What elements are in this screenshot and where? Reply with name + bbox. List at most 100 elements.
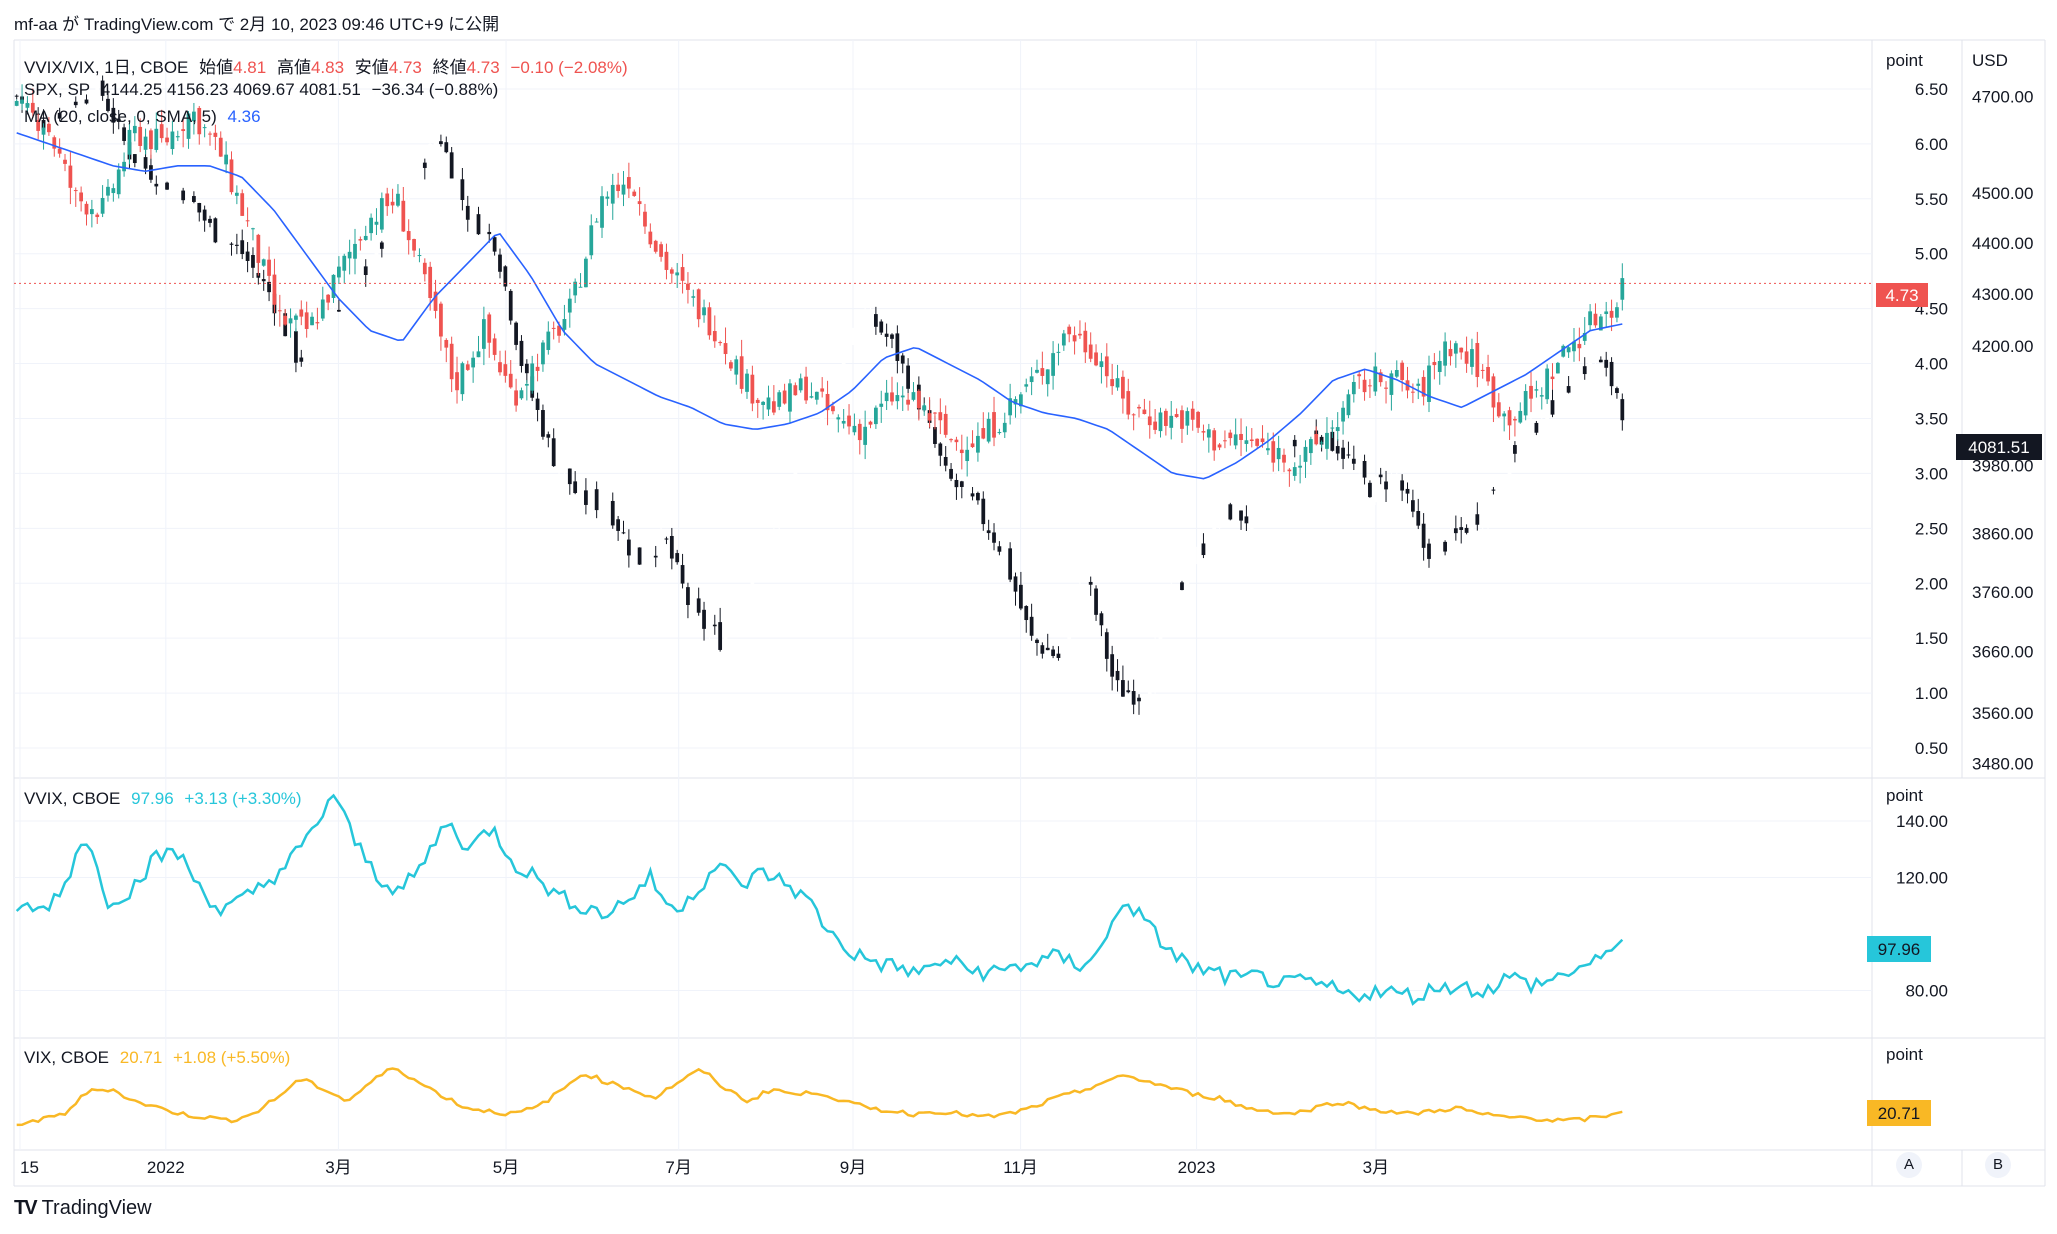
x-tick-label: 7月: [665, 1158, 691, 1177]
spx-candle-body: [261, 279, 266, 282]
right-tick-label: 4200.00: [1972, 337, 2033, 356]
spx-candle-body: [267, 281, 271, 293]
ratio-candle-body: [712, 331, 717, 342]
ratio-candle-body: [1271, 441, 1276, 463]
ratio-candle-body: [621, 184, 626, 195]
spx-candle-body: [111, 107, 116, 123]
vix-symbol[interactable]: VIX, CBOE: [24, 1048, 110, 1067]
spx-candle-body: [546, 434, 551, 438]
spx-candle-body: [594, 489, 599, 511]
ratio-candle-body: [584, 258, 588, 288]
spx-candle-body: [326, 318, 331, 329]
vvix-pane: [15, 793, 1624, 1006]
spx-candle-body: [95, 84, 100, 106]
right-tick-label: 3660.00: [1972, 643, 2033, 662]
spx-candle-body: [610, 500, 615, 526]
svg-text:4081.51: 4081.51: [1968, 438, 2029, 457]
vvix-change: +3.13 (+3.30%): [184, 789, 302, 808]
spx-candle-body: [1459, 527, 1464, 530]
spx-candle-body: [567, 468, 572, 485]
spx-candle-body: [14, 95, 19, 97]
spx-candle-body: [1153, 647, 1158, 693]
left-tick-label: 6.50: [1915, 80, 1948, 99]
ratio-candle-body: [530, 363, 535, 391]
spx-candle-body: [1496, 483, 1501, 486]
spx-candle-body: [1223, 505, 1227, 521]
spx-candle-body: [149, 165, 153, 180]
spx-candle-body: [1115, 670, 1120, 681]
ratio-price-tag: 4.73: [1876, 283, 1928, 307]
ratio-candle-body: [1255, 438, 1260, 446]
ratio-candle-body: [970, 443, 975, 448]
ratio-candle-body: [149, 130, 153, 150]
spx-candle-body: [675, 553, 680, 563]
ratio-symbol[interactable]: VVIX/VIX, 1日, CBOE: [24, 58, 189, 77]
ratio-candle-body: [111, 188, 116, 194]
ratio-candle-body: [1303, 446, 1308, 462]
spx-candle-body: [1357, 464, 1362, 467]
spx-candle-body: [471, 211, 476, 217]
spx-candle-body: [320, 328, 325, 340]
ratio-candle-body: [1249, 439, 1254, 441]
ratio-candle-body: [165, 137, 169, 143]
spx-candle-body: [616, 519, 621, 531]
ratio-candle-body: [1104, 356, 1109, 377]
vvix-price-tag: 97.96: [1867, 936, 1931, 962]
ratio-candle-body: [315, 322, 320, 324]
ratio-candle-body: [197, 107, 202, 135]
spx-candle-body: [1572, 389, 1576, 397]
scale-a-button[interactable]: A: [1896, 1152, 1922, 1178]
ratio-candle-body: [739, 356, 744, 389]
ratio-candle-body: [369, 217, 373, 234]
spx-candle-body: [1368, 482, 1372, 498]
spx-candle-body: [766, 549, 771, 551]
spx-candle-body: [1373, 476, 1378, 503]
spx-candle-body: [1534, 422, 1539, 433]
spx-candle-body: [1051, 649, 1055, 656]
ratio-candle-body: [256, 234, 261, 263]
right-tick-label: 3480.00: [1972, 755, 2033, 774]
ratio-candle-body: [981, 428, 986, 439]
right-tick-label: 4700.00: [1972, 87, 2033, 106]
spx-candle-body: [428, 143, 433, 167]
spx-candle-body: [895, 333, 900, 361]
spx-candle-body: [562, 469, 567, 471]
scale-b-button[interactable]: B: [1985, 1152, 2011, 1178]
left-tick-label: 0.50: [1915, 739, 1948, 758]
ratio-candle-body: [1351, 381, 1356, 395]
spx-candle-body: [116, 118, 121, 122]
ratio-candle-body: [417, 255, 422, 257]
ratio-candle-body: [992, 412, 996, 438]
spx-candle-body: [390, 220, 395, 224]
spx-candle-body: [1620, 399, 1625, 421]
high-label: 高値4.83: [276, 58, 345, 77]
ratio-candle-body: [1169, 415, 1174, 428]
spx-candle-body: [197, 202, 202, 213]
ratio-candle-body: [809, 396, 814, 398]
spx-candle-body: [63, 106, 67, 121]
ratio-candle-body: [1067, 326, 1072, 335]
vvix-symbol[interactable]: VVIX, CBOE: [24, 789, 121, 808]
left-tick-label: 5.50: [1915, 190, 1948, 209]
ratio-candle-body: [1550, 376, 1555, 380]
ratio-candle-body: [20, 99, 24, 104]
ratio-candle-body: [251, 228, 255, 230]
spx-symbol[interactable]: SPX, SP: [24, 80, 91, 99]
ratio-candle-body: [1233, 434, 1238, 446]
ratio-candle-body: [1416, 383, 1421, 386]
spx-candle-body: [175, 188, 180, 191]
ratio-candle-body: [557, 325, 561, 336]
ratio-candle-body: [1223, 440, 1227, 442]
ratio-candle-body: [127, 129, 132, 155]
ratio-candle-body: [192, 111, 196, 122]
main-legend-line3: MA (20, close, 0, SMA, 5) 4.36: [24, 107, 267, 127]
ratio-change: −0.10 (−2.08%): [510, 58, 628, 77]
spx-candle-body: [455, 181, 459, 184]
ratio-candle-body: [299, 309, 304, 317]
ratio-candle-body: [1292, 467, 1297, 476]
spx-candle-body: [836, 370, 841, 374]
ratio-candle-body: [600, 196, 604, 228]
ma-symbol[interactable]: MA (20, close, 0, SMA, 5): [24, 107, 217, 126]
spx-candle-body: [1400, 480, 1405, 491]
